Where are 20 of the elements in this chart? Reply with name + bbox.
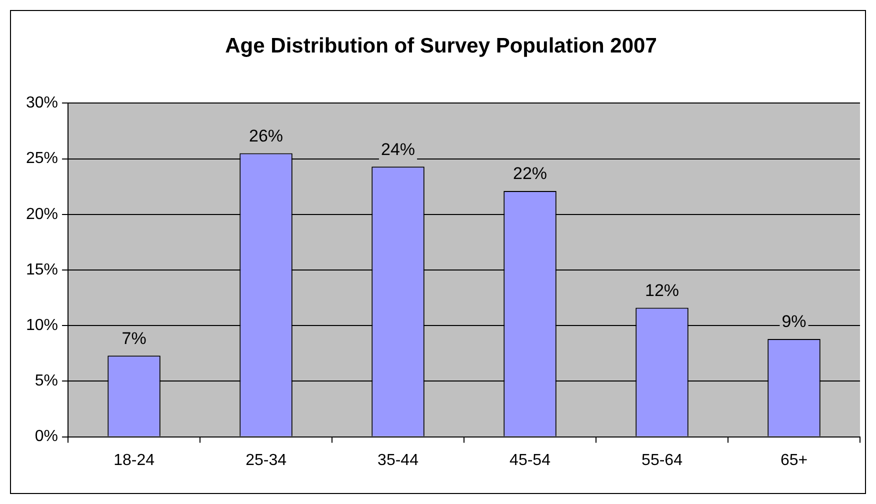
chart-title: Age Distribution of Survey Population 2007 (225, 34, 657, 58)
data-label: 7% (122, 328, 146, 348)
data-label: 12% (644, 280, 680, 300)
x-tick-label: 18-24 (114, 452, 155, 469)
x-tick-label: 45-54 (510, 452, 551, 469)
y-tick-label: 0% (34, 428, 58, 446)
y-tick-label: 15% (26, 261, 58, 278)
data-label: 22% (512, 164, 548, 184)
y-tick-label: 25% (26, 150, 58, 168)
x-tick-label: 55-64 (642, 452, 683, 469)
x-tick-label: 35-44 (378, 452, 419, 469)
x-tick-label: 65+ (780, 452, 808, 469)
data-label: 26% (249, 126, 284, 146)
y-tick-label: 20% (26, 206, 58, 223)
x-tick-label: 25-34 (246, 452, 287, 469)
y-tick-label: 10% (26, 317, 58, 334)
data-label: 24% (381, 140, 416, 159)
y-tick-label: 5% (34, 372, 58, 390)
data-label: 9% (782, 312, 806, 332)
y-tick-label: 30% (26, 94, 58, 112)
